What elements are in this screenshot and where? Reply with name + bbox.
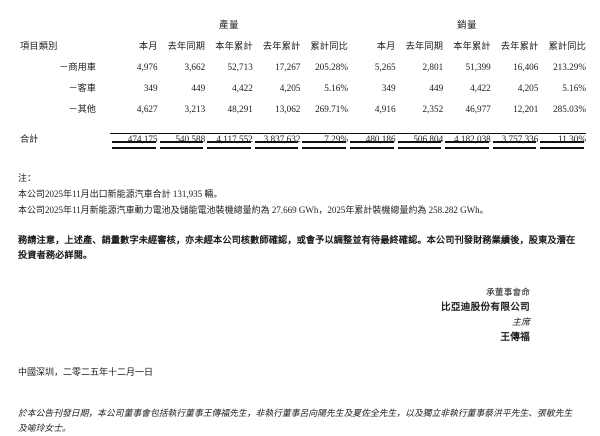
total-cell: 3,837,632: [252, 123, 301, 149]
cell: 4,205: [517, 82, 539, 93]
total-cell: 474,175: [110, 123, 158, 149]
cell: 51,399: [465, 61, 491, 72]
column-header-sales-ytd: 本年累計: [453, 40, 491, 51]
column-header-prod-month: 本月: [138, 40, 158, 51]
column-header-sales-yoy: 累計同比: [548, 40, 586, 51]
signature-block: 承董事會命 比亞迪股份有限公司 主席 王傳福: [14, 285, 586, 345]
total-cell: 11.30%: [538, 123, 586, 149]
column-header-sales-lastyear-ytd: 去年累計: [500, 40, 539, 51]
total-cell: 7.29%: [300, 123, 348, 149]
group-header-production: 產量: [218, 20, 239, 31]
total-cell: 540,588: [157, 123, 206, 149]
total-cell-value: 480,186: [347, 132, 396, 144]
column-header-prod-yoy: 累計同比: [310, 40, 348, 51]
chairman-name: 王傳福: [500, 332, 530, 343]
production-sales-table: 產量 銷量 項目類別 本月 去年同期 本年累計 去年累計 累計同比 本月 去年同…: [14, 14, 586, 149]
row-label: －商用車: [59, 61, 96, 72]
cell: 205.28%: [315, 61, 348, 72]
cell: 285.03%: [553, 103, 586, 114]
cell: 3,662: [184, 61, 206, 72]
column-header-sales-lastyear-same: 去年同期: [405, 40, 444, 51]
cell: 4,976: [136, 61, 158, 72]
table-total-row: 合計 474,175 540,588 4,117,552 3,837,632 7…: [14, 123, 586, 149]
cell: 5,265: [374, 61, 396, 72]
table-column-header-row: 項目類別 本月 去年同期 本年累計 去年累計 累計同比 本月 去年同期 本年累計…: [14, 31, 586, 51]
column-header-sales-month: 本月: [376, 40, 396, 51]
cell: 3,213: [184, 103, 206, 114]
spacer: [14, 114, 586, 123]
cell: 4,422: [470, 82, 491, 93]
column-header-prod-lastyear-same: 去年同期: [167, 40, 206, 51]
cell: 5.16%: [562, 82, 586, 93]
row-label: －客車: [68, 82, 96, 93]
place-and-date: 中國深圳，二零二五年十二月一日: [18, 367, 154, 377]
announcement-page: 產量 銷量 項目類別 本月 去年同期 本年累計 去年累計 累計同比 本月 去年同…: [0, 14, 600, 433]
cell: 13,062: [275, 103, 301, 114]
notes-section: 注： 本公司2025年11月出口新能源汽車合計 131,935 輛。 本公司20…: [14, 170, 586, 218]
table-row: －客車 349 449 4,422 4,205 5.16% 349 449 4,…: [14, 72, 586, 93]
caution-paragraph: 務請注意，上述產、銷量數字未經審核，亦未經本公司核數師確認，或會予以調整並有待最…: [18, 235, 576, 260]
row-label: －其他: [68, 103, 96, 114]
total-cell-value: 7.29%: [300, 132, 348, 144]
total-cell-value: 3,757,336: [490, 132, 539, 144]
cell: 16,406: [513, 61, 539, 72]
column-header-prod-ytd: 本年累計: [215, 40, 253, 51]
cell: 213.29%: [553, 61, 586, 72]
total-cell-value: 4,182,038: [443, 132, 491, 144]
total-row-label: 合計: [20, 133, 39, 144]
cell: 46,977: [465, 103, 491, 114]
cell: 349: [381, 82, 396, 93]
table-row: －商用車 4,976 3,662 52,713 17,267 205.28% 5…: [14, 51, 586, 72]
cell: 269.71%: [315, 103, 348, 114]
total-cell-value: 3,837,632: [252, 132, 301, 144]
total-cell: 506,804: [395, 123, 444, 149]
table-spacer-row: [14, 114, 586, 123]
note-export-nev: 本公司2025年11月出口新能源汽車合計 131,935 輛。: [18, 189, 223, 199]
cell: 4,205: [279, 82, 301, 93]
by-order-of-board: 承董事會命: [486, 287, 530, 297]
cell: 349: [143, 82, 158, 93]
cell: 4,627: [136, 103, 158, 114]
total-cell: 4,182,038: [443, 123, 491, 149]
column-header-prod-lastyear-ytd: 去年累計: [262, 40, 301, 51]
total-cell: 480,186: [347, 123, 396, 149]
cell: 48,291: [227, 103, 253, 114]
cell: 449: [429, 82, 444, 93]
column-header-category: 項目類別: [20, 40, 58, 51]
group-header-spacer: [14, 14, 110, 31]
group-header-sales: 銷量: [456, 20, 477, 31]
cell: 449: [191, 82, 206, 93]
cell: 12,201: [513, 103, 539, 114]
cell: 2,352: [422, 103, 444, 114]
board-composition-footnote: 於本公告刊發日期，本公司董事會包括執行董事王傳福先生，非執行董事呂向陽先生及夏佐…: [18, 408, 573, 433]
total-cell-value: 540,588: [157, 132, 206, 144]
note-battery-capacity: 本公司2025年11月新能源汽車動力電池及儲能電池裝機總量約為 27.669 G…: [18, 205, 489, 215]
company-name: 比亞迪股份有限公司: [440, 302, 530, 313]
cell: 4,916: [374, 103, 396, 114]
total-cell: 3,757,336: [490, 123, 539, 149]
total-cell-value: 506,804: [395, 132, 444, 144]
chairman-role: 主席: [511, 317, 530, 327]
cell: 5.16%: [324, 82, 348, 93]
total-cell-value: 474,175: [110, 132, 158, 144]
cell: 4,422: [232, 82, 253, 93]
notes-title: 注：: [18, 173, 37, 183]
cell: 52,713: [227, 61, 253, 72]
table-row: －其他 4,627 3,213 48,291 13,062 269.71% 4,…: [14, 93, 586, 114]
cell: 17,267: [275, 61, 301, 72]
cell: 2,801: [422, 61, 444, 72]
total-cell: 4,117,552: [205, 123, 253, 149]
table-group-header-row: 產量 銷量: [14, 14, 586, 31]
total-cell-value: 11.30%: [538, 132, 586, 144]
total-cell-value: 4,117,552: [205, 132, 253, 144]
